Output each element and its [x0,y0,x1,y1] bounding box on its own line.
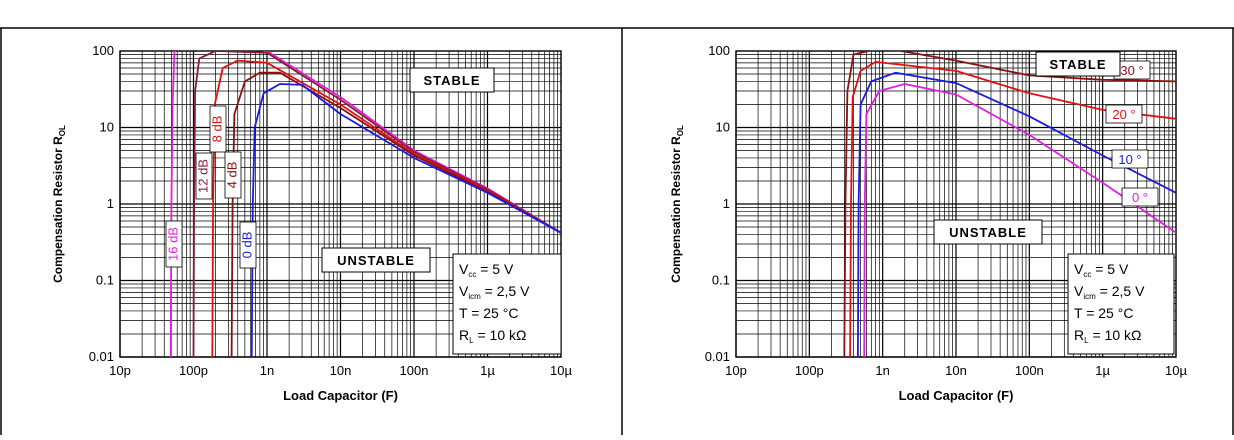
x-tick-label: 10p [725,363,747,378]
x-tick-label: 1n [260,363,274,378]
unstable-region-label-box [321,247,431,273]
plot-area [735,50,1177,358]
series-line [250,83,561,357]
x-tick-label: 100n [400,363,429,378]
chart-panel-right: 10p 100p 1n 10n 100n 1µ 10µ 0.01 0.1 1 10 100 Load C… [669,43,1187,403]
condition-line: T = 25 °C [1074,305,1133,321]
conditions-box [452,253,562,355]
series-label-box [1121,187,1159,207]
series-label: 0 ° [1132,190,1148,205]
y-tick-label: 10 [716,120,730,135]
series-label: 20 ° [1112,107,1135,122]
series-label-box [1111,149,1149,169]
condition-line: Vicm = 2,5 V [1074,283,1145,301]
stable-region-label: STABLE [1049,57,1106,72]
series-line [857,71,1176,357]
x-axis-label: Load Capacitor (F) [283,388,398,403]
series-label-box [224,151,242,199]
y-tick-label: 1 [723,196,730,211]
x-tick-label: 10µ [550,363,572,378]
y-tick-label: 0.1 [712,273,730,288]
x-tick-label: 10n [945,363,967,378]
y-axis-label: Compensation Resistor ROL [669,125,685,283]
y-tick-label: 0.1 [96,273,114,288]
series-label: 12 dB [195,159,210,193]
x-tick-label: 100n [1015,363,1044,378]
series-label: 0 dB [239,232,254,259]
x-tick-label: 10n [330,363,352,378]
series-group [843,51,1176,357]
stable-region-label-box [409,67,495,93]
plot-area [119,50,562,358]
unstable-region-label: UNSTABLE [337,253,415,268]
x-tick-label: 100p [795,363,824,378]
x-tick-label: 1µ [1095,363,1110,378]
x-tick-label: 1n [875,363,889,378]
series-label: 4 dB [224,162,239,189]
chart-panel-left: 10p 100p 1n 10n 100n 1µ 10µ 0.01 0.1 1 10 100 Load C… [51,43,572,403]
unstable-region-label-box [933,219,1043,245]
condition-line: RL = 10 kΩ [1074,327,1141,345]
stable-region-label: STABLE [423,73,480,88]
y-tick-label: 10 [100,120,114,135]
conditions-box [1067,253,1175,355]
series-label-box [239,221,257,269]
series-line [863,83,1176,357]
x-tick-label: 100p [179,363,208,378]
x-axis-label: Load Capacitor (F) [899,388,1014,403]
series-label: 10 ° [1118,152,1141,167]
series-line [169,51,561,357]
series-line [849,61,1176,357]
condition-line: T = 25 °C [459,305,518,321]
condition-line: Vcc = 5 V [459,261,514,279]
y-tick-label: 0.01 [89,349,114,364]
series-line [211,59,561,357]
series-label-box [1105,104,1143,124]
condition-line: Vcc = 5 V [1074,261,1129,279]
y-tick-label: 1 [107,196,114,211]
series-label-box [195,152,213,200]
condition-line: RL = 10 kΩ [459,327,526,345]
x-tick-label: 10µ [1165,363,1187,378]
unstable-region-label: UNSTABLE [949,225,1027,240]
series-label-box [165,220,183,268]
series-label: 16 dB [165,227,180,261]
x-tick-label: 10p [109,363,131,378]
y-axis-label: Compensation Resistor ROL [51,125,67,283]
condition-line: Vicm = 2,5 V [459,283,530,301]
stable-region-label-box [1035,51,1121,77]
series-line [843,51,1176,357]
series-label-box [209,105,227,153]
y-tick-label: 100 [92,43,114,58]
x-tick-label: 1µ [480,363,495,378]
series-label: 8 dB [209,116,224,143]
y-tick-label: 0.01 [705,349,730,364]
series-label: 30 ° [1120,63,1143,78]
series-line [192,51,561,357]
y-tick-label: 100 [708,43,730,58]
